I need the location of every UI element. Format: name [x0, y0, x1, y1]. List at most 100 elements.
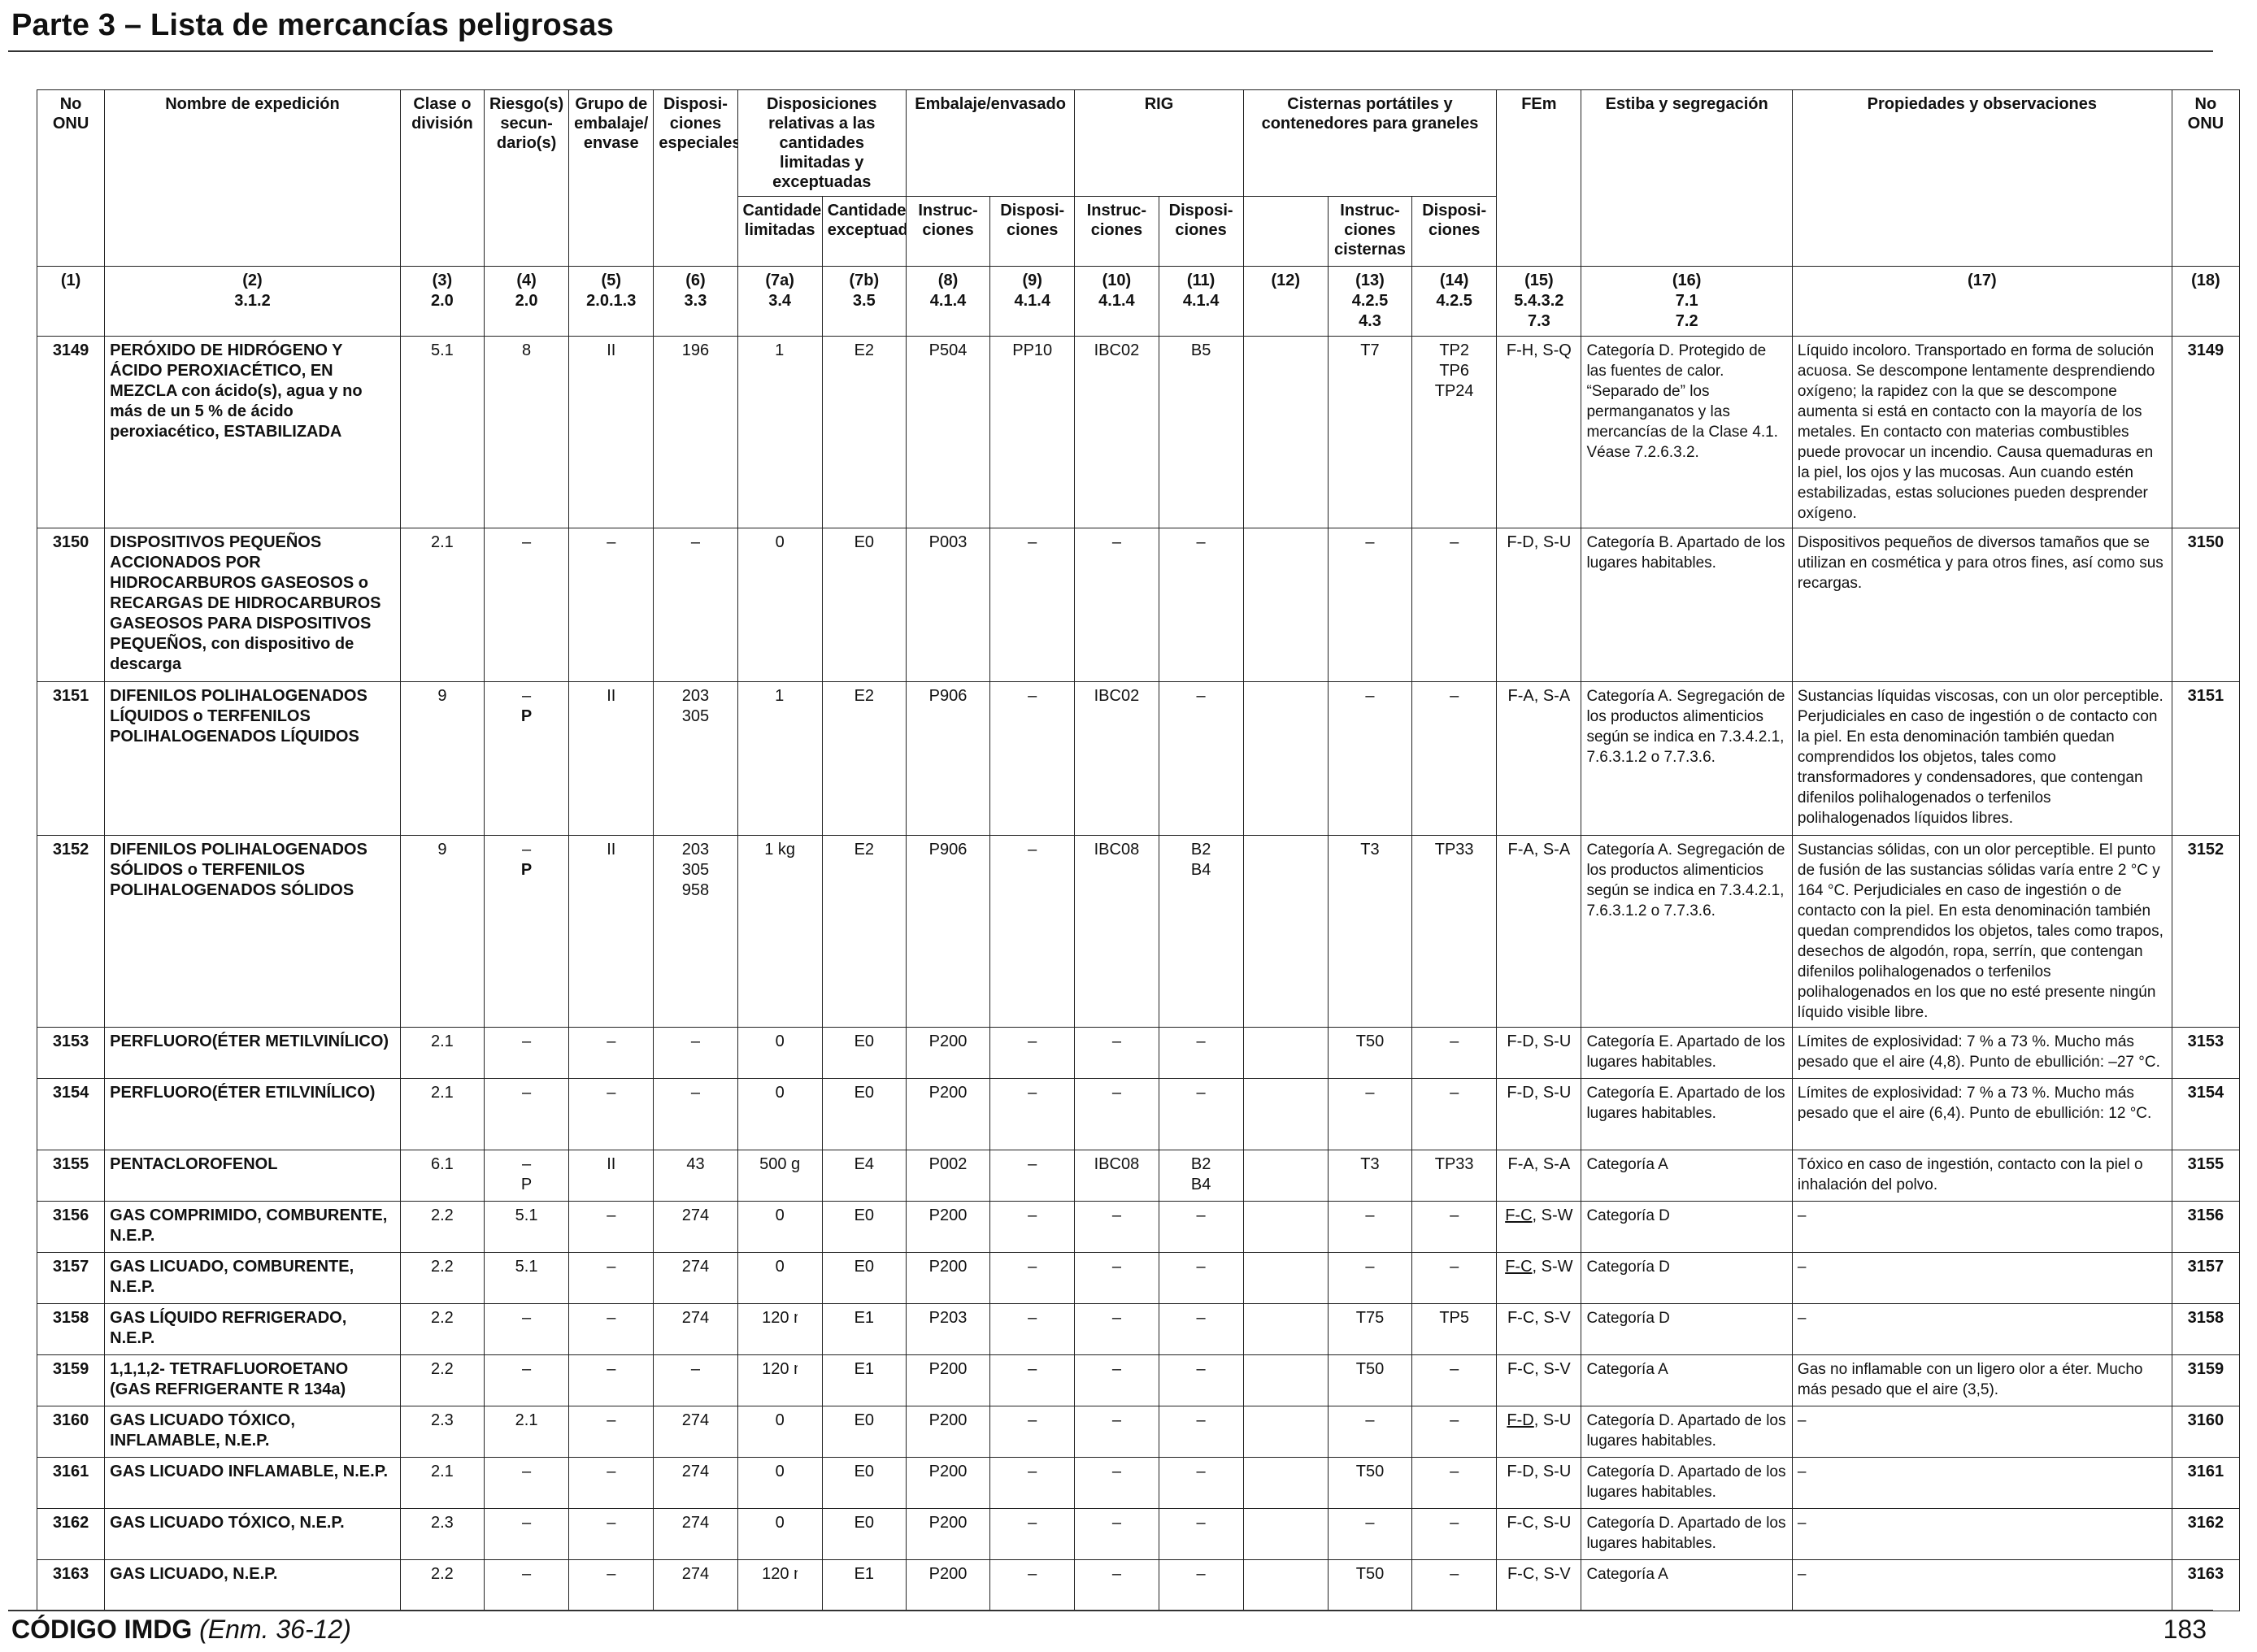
- col-limited-excepted: Disposiciones relativas a las cantidades…: [737, 89, 907, 197]
- tank-instruction: T50: [1327, 1027, 1413, 1079]
- excepted-quantity: E2: [821, 681, 907, 836]
- column-12: [1242, 1027, 1329, 1079]
- tank-provision: –: [1411, 1559, 1498, 1611]
- packing-group: –: [568, 528, 654, 682]
- tank-instruction: T3: [1327, 835, 1413, 1028]
- limited-quantity-value: 1 ℓ: [775, 687, 785, 705]
- column-ref-10: (9) 4.1.4: [989, 266, 1076, 337]
- column-ref-9: (8) 4.1.4: [905, 266, 991, 337]
- column-ref-section: 4.1.4: [1014, 292, 1050, 310]
- ems: F-C, S-V: [1496, 1303, 1582, 1355]
- packing-provision: –: [989, 1201, 1076, 1253]
- ibc-provision: –: [1158, 1078, 1244, 1150]
- table-row: 3156 GAS COMPRIMIDO, COMBURENTE, N.E.P. 2.…: [36, 1201, 2241, 1253]
- column-ref-13: (12): [1242, 266, 1329, 337]
- subsidiary-risk-value: –: [522, 533, 532, 551]
- packing-provision: PP10: [989, 336, 1076, 528]
- column-ref-section: 5.4.3.2 7.3: [1514, 292, 1564, 330]
- packing-group: II: [568, 681, 654, 836]
- properties-observations: Sustancias líquidas viscosas, con un olo…: [1791, 681, 2172, 836]
- shipping-name-text: GAS LICUADO, N.E.P.: [110, 1565, 278, 1583]
- un-number-end: 3156: [2171, 1201, 2241, 1253]
- un-number: 3156: [36, 1201, 106, 1253]
- column-ref-number: (12): [1271, 272, 1301, 289]
- packing-provision: –: [989, 835, 1076, 1028]
- packing-group: –: [568, 1406, 654, 1458]
- packing-group: –: [568, 1457, 654, 1509]
- column-12: [1242, 1559, 1329, 1611]
- limited-quantity: 500 g: [737, 1150, 823, 1202]
- column-ref-section: 2.0: [430, 292, 454, 310]
- excepted-quantity: E1: [821, 1303, 907, 1355]
- col-shipping-name: Nombre de expedición: [104, 89, 401, 267]
- ems-fire: F-C: [1505, 1206, 1533, 1224]
- subsidiary-risk: –: [483, 1078, 570, 1150]
- excepted-quantity: E0: [821, 1078, 907, 1150]
- column-12: [1242, 1078, 1329, 1150]
- shipping-name: GAS LICUADO TÓXICO, INFLAMABLE, N.E.P.: [104, 1406, 401, 1458]
- un-number: 3149: [36, 336, 106, 528]
- ems: F-A, S-A: [1496, 835, 1582, 1028]
- tank-provision: –: [1411, 1201, 1498, 1253]
- class-division: 2.2: [399, 1559, 485, 1611]
- table-row: 3159 1,1,1,2- TETRAFLUOROETANO (GAS REFRIG…: [36, 1354, 2241, 1406]
- subsidiary-risk: –: [483, 528, 570, 682]
- packing-provision: –: [989, 1150, 1076, 1202]
- ibc-instruction: –: [1074, 1201, 1159, 1253]
- special-provisions: 274: [653, 1559, 738, 1611]
- column-ref-section: 4.1.4: [929, 292, 967, 310]
- packing-provision: –: [989, 1252, 1076, 1304]
- ibc-provision: –: [1158, 1457, 1244, 1509]
- tank-provision: –: [1411, 1457, 1498, 1509]
- col-properties: Propiedades y observaciones: [1791, 89, 2172, 267]
- un-number: 3159: [36, 1354, 106, 1406]
- column-ref-18: (17): [1791, 266, 2172, 337]
- un-number: 3154: [36, 1078, 106, 1150]
- properties-observations: –: [1791, 1406, 2172, 1458]
- un-number-end: 3149: [2171, 336, 2241, 528]
- ibc-provision: –: [1158, 1252, 1244, 1304]
- tank-provision: –: [1411, 1406, 1498, 1458]
- ibc-instruction: –: [1074, 1027, 1159, 1079]
- un-number: 3152: [36, 835, 106, 1028]
- un-number: 3158: [36, 1303, 106, 1355]
- table-row: 3158 GAS LÍQUIDO REFRIGERADO, N.E.P. 2.2– –…: [36, 1303, 2241, 1355]
- excepted-quantity: E0: [821, 1457, 907, 1509]
- ems: F-D, S-U: [1496, 1406, 1582, 1458]
- col-subsidiary-risk: Riesgo(s) secun-dario(s): [483, 89, 570, 267]
- column-ref-number: (2): [242, 272, 263, 289]
- class-division: 5.1: [399, 336, 485, 528]
- stowage-segregation: Categoría E. Apartado de los lugares hab…: [1581, 1027, 1793, 1079]
- un-number: 3163: [36, 1559, 106, 1611]
- un-number-end: 3160: [2171, 1406, 2241, 1458]
- column-12: [1242, 835, 1329, 1028]
- excepted-quantity: E2: [821, 336, 907, 528]
- packing-instruction: P504: [905, 336, 991, 528]
- ems: F-D, S-U: [1496, 1078, 1582, 1150]
- ems: F-C, S-V: [1496, 1354, 1582, 1406]
- page-title: Parte 3 – Lista de mercancías peligrosas: [11, 8, 614, 42]
- shipping-name-text: 1,1,1,2- TETRAFLUOROETANO: [110, 1360, 349, 1378]
- ems: F-A, S-A: [1496, 1150, 1582, 1202]
- ibc-instruction: IBC08: [1074, 1150, 1159, 1202]
- un-number-end: 3152: [2171, 835, 2241, 1028]
- ems: F-C, S-W: [1496, 1201, 1582, 1253]
- shipping-name-text: PERÓXIDO DE HIDRÓGENO Y ÁCIDO PEROXIACÉT…: [110, 341, 363, 441]
- shipping-name-text: DISPOSITIVOS PEQUEÑOS ACCIONADOS POR HID…: [110, 533, 381, 673]
- special-provisions: 274: [653, 1252, 738, 1304]
- packing-group: –: [568, 1252, 654, 1304]
- column-ref-section: 3.3: [684, 292, 707, 310]
- class-division: 2.2: [399, 1303, 485, 1355]
- excepted-quantity: E1: [821, 1354, 907, 1406]
- col-stowage: Estiba y segregación: [1581, 89, 1793, 267]
- shipping-name: GAS LICUADO TÓXICO, N.E.P.: [104, 1508, 401, 1560]
- subsidiary-risk: 2.1: [483, 1406, 570, 1458]
- table-row: 3155 PENTACLOROFENOL 6.1– P II 43 500 g E4 P002–…: [36, 1150, 2241, 1202]
- marine-pollutant-mark: P: [520, 861, 533, 879]
- table-body: (1) (2) 3.1.2 (3) 2.0 (4) 2.0 (5) 2.0.1.3 (6) 3.3(…: [36, 266, 2241, 1611]
- un-number-end: 3151: [2171, 681, 2241, 836]
- column-ref-section: 4.2.5: [1436, 292, 1472, 310]
- un-number-end: 3153: [2171, 1027, 2241, 1079]
- ems: F-H, S-Q: [1496, 336, 1582, 528]
